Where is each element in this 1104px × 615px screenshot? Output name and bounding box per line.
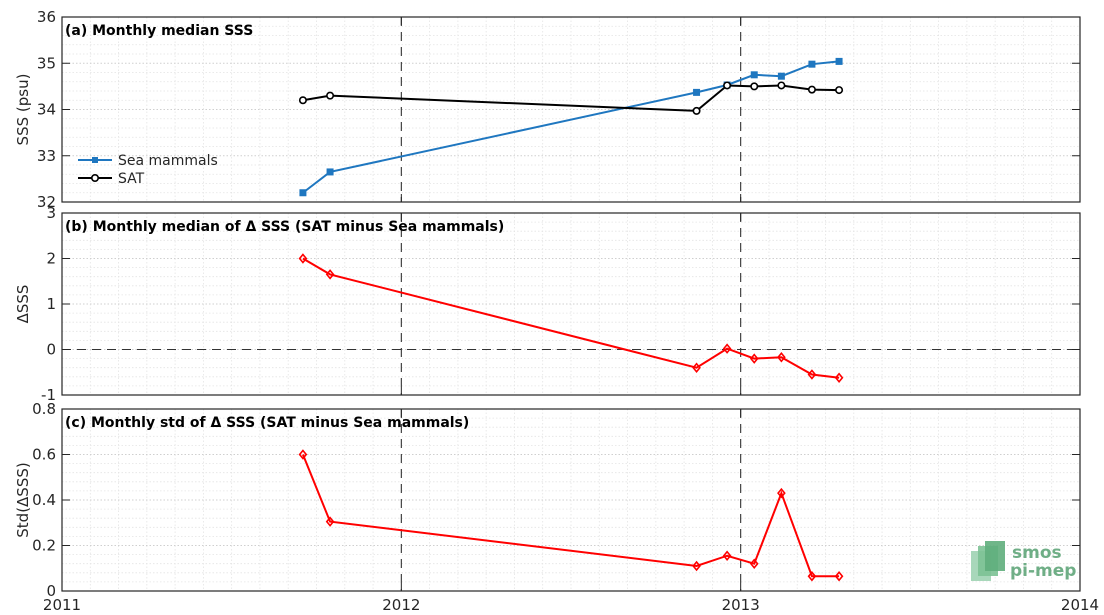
- data-point: [807, 570, 817, 582]
- y-tick-label: 33: [37, 147, 56, 165]
- data-point: [298, 253, 308, 264]
- legend-label: SAT: [118, 171, 145, 187]
- data-point: [807, 85, 816, 94]
- data-point: [722, 343, 732, 354]
- y-axis-label: SSS (psu): [14, 74, 32, 146]
- y-tick-label: 32: [37, 193, 56, 211]
- data-point: [692, 560, 701, 572]
- legend: Sea mammals SAT: [78, 153, 218, 187]
- data-point: [835, 57, 843, 65]
- legend-marker: [92, 157, 98, 163]
- logo-block: [985, 541, 1005, 571]
- data-point: [326, 91, 335, 100]
- y-tick-label: 0.8: [32, 400, 56, 418]
- y-tick-label: 1: [46, 295, 56, 313]
- y-tick-label: 0: [46, 341, 56, 359]
- y-tick-label: 3: [46, 204, 56, 222]
- panel-title: (c) Monthly std of Δ SSS (SAT minus Sea …: [65, 415, 469, 431]
- y-tick-label: 2: [46, 250, 56, 268]
- data-point: [777, 487, 786, 499]
- data-point: [749, 353, 759, 364]
- panel-title: (b) Monthly median of Δ SSS (SAT minus S…: [65, 219, 504, 235]
- data-point: [808, 60, 816, 68]
- data-point: [749, 558, 759, 569]
- data-point: [750, 71, 758, 79]
- smos-pi-mep-logo: smos pi-mep: [971, 541, 1076, 581]
- data-point: [298, 449, 308, 460]
- y-tick-label: 0.6: [32, 446, 56, 464]
- y-tick-label: 36: [37, 8, 56, 26]
- y-axis-label: Std(ΔSSS): [14, 462, 32, 537]
- data-point: [777, 351, 786, 363]
- data-point: [299, 189, 307, 197]
- data-point: [298, 96, 307, 105]
- y-tick-label: 0.4: [32, 491, 56, 509]
- data-point: [834, 570, 844, 582]
- y-tick-label: 0.2: [32, 537, 56, 555]
- y-tick-label: 0: [46, 582, 56, 600]
- data-point: [325, 269, 335, 280]
- series-line: [302, 84, 840, 112]
- data-point: [693, 88, 701, 96]
- data-point: [835, 86, 844, 95]
- x-tick-label: 2014: [1061, 596, 1099, 614]
- data-point: [723, 81, 732, 90]
- x-tick-label: 2011: [43, 596, 81, 614]
- y-tick-label: 34: [37, 101, 56, 119]
- data-point: [777, 81, 786, 90]
- y-axis-label: ΔSSS: [14, 285, 32, 324]
- series-line: [302, 257, 840, 379]
- data-point: [722, 550, 732, 561]
- data-point: [834, 372, 844, 383]
- data-point: [807, 369, 817, 380]
- x-tick-label: 2012: [382, 596, 420, 614]
- data-point: [692, 106, 701, 115]
- panel-b: -1 0 1 2 3 ΔSSS (b) Monthly median of Δ SSS (S…: [14, 204, 1081, 404]
- panel-title: (a) Monthly median SSS: [65, 23, 253, 39]
- series-line: [301, 454, 840, 578]
- data-point: [325, 516, 335, 527]
- data-point: [750, 82, 759, 91]
- series-line: [302, 60, 840, 194]
- data-point: [692, 362, 701, 373]
- y-tick-label: 35: [37, 54, 56, 72]
- logo-text-line1: smos: [1012, 543, 1062, 563]
- y-tick-label: -1: [41, 386, 56, 404]
- data-point: [777, 72, 785, 80]
- legend-marker: [91, 174, 100, 183]
- data-point: [326, 168, 334, 176]
- legend-label: Sea mammals: [118, 153, 218, 169]
- panel-a: 32 33 34 35 36 SSS (psu) (a) Monthly median SS…: [14, 8, 1081, 211]
- panel-c: 0 0.2 0.4 0.6 0.8 2011 2012 2013 2014 Std(ΔSSS) (c…: [14, 400, 1099, 614]
- x-tick-label: 2013: [722, 596, 760, 614]
- logo-text-line2: pi-mep: [1010, 561, 1076, 581]
